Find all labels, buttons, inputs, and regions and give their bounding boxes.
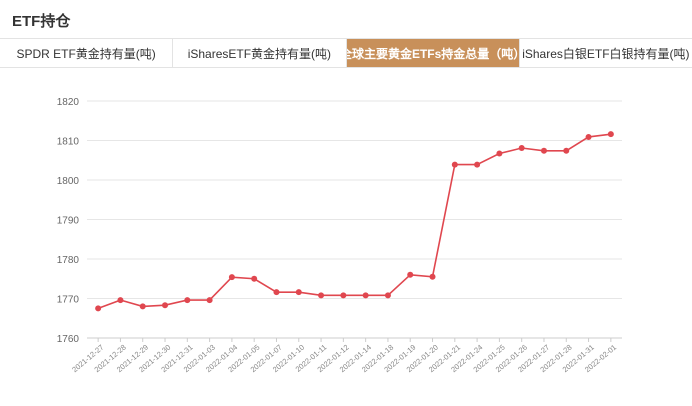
data-point xyxy=(295,289,302,296)
data-point xyxy=(518,145,525,152)
data-point xyxy=(384,292,391,299)
data-point xyxy=(407,271,414,278)
data-point xyxy=(496,150,503,157)
y-tick-label: 1820 xyxy=(57,97,80,108)
tab-global-gold-etfs[interactable]: 全球主要黄金ETFs持金总量（吨） xyxy=(345,39,519,67)
y-tick-label: 1780 xyxy=(57,255,80,266)
data-point xyxy=(607,131,614,138)
data-point xyxy=(95,305,102,312)
y-tick-label: 1790 xyxy=(57,216,80,227)
data-point xyxy=(474,161,481,168)
y-tick-label: 1810 xyxy=(57,137,80,148)
data-point xyxy=(184,297,191,304)
y-tick-label: 1760 xyxy=(57,334,80,345)
data-point xyxy=(563,147,570,154)
data-point xyxy=(162,302,169,309)
data-point xyxy=(451,161,458,168)
data-point xyxy=(585,133,592,140)
y-tick-label: 1800 xyxy=(57,176,80,187)
header: ETF持仓 xyxy=(0,0,692,38)
data-point xyxy=(206,297,213,304)
tab-ishares-gold[interactable]: iSharesETF黄金持有量(吨) xyxy=(172,39,345,67)
chart-area: 1760 1770 1780 1790 1800 1810 1820 2021-12-27 20… xyxy=(0,68,692,401)
tab-bar: SPDR ETF黄金持有量(吨) iSharesETF黄金持有量(吨) 全球主要… xyxy=(0,38,692,68)
data-point xyxy=(362,292,369,299)
tab-ishares-silver[interactable]: iShares白银ETF白银持有量(吨) xyxy=(518,39,692,67)
data-point xyxy=(429,273,436,280)
data-point xyxy=(540,147,547,154)
page-title: ETF持仓 xyxy=(12,13,71,30)
y-tick-label: 1770 xyxy=(57,295,80,306)
data-point xyxy=(117,297,124,304)
data-point xyxy=(139,303,146,310)
line-chart: 17601770178017901800181018202021-12-2720… xyxy=(57,97,622,374)
data-point xyxy=(251,275,258,282)
data-point xyxy=(273,289,280,296)
series-line xyxy=(97,133,611,310)
data-point xyxy=(340,292,347,299)
tab-spdr-gold[interactable]: SPDR ETF黄金持有量(吨) xyxy=(16,46,156,61)
data-point xyxy=(228,274,235,281)
data-point xyxy=(318,292,325,299)
